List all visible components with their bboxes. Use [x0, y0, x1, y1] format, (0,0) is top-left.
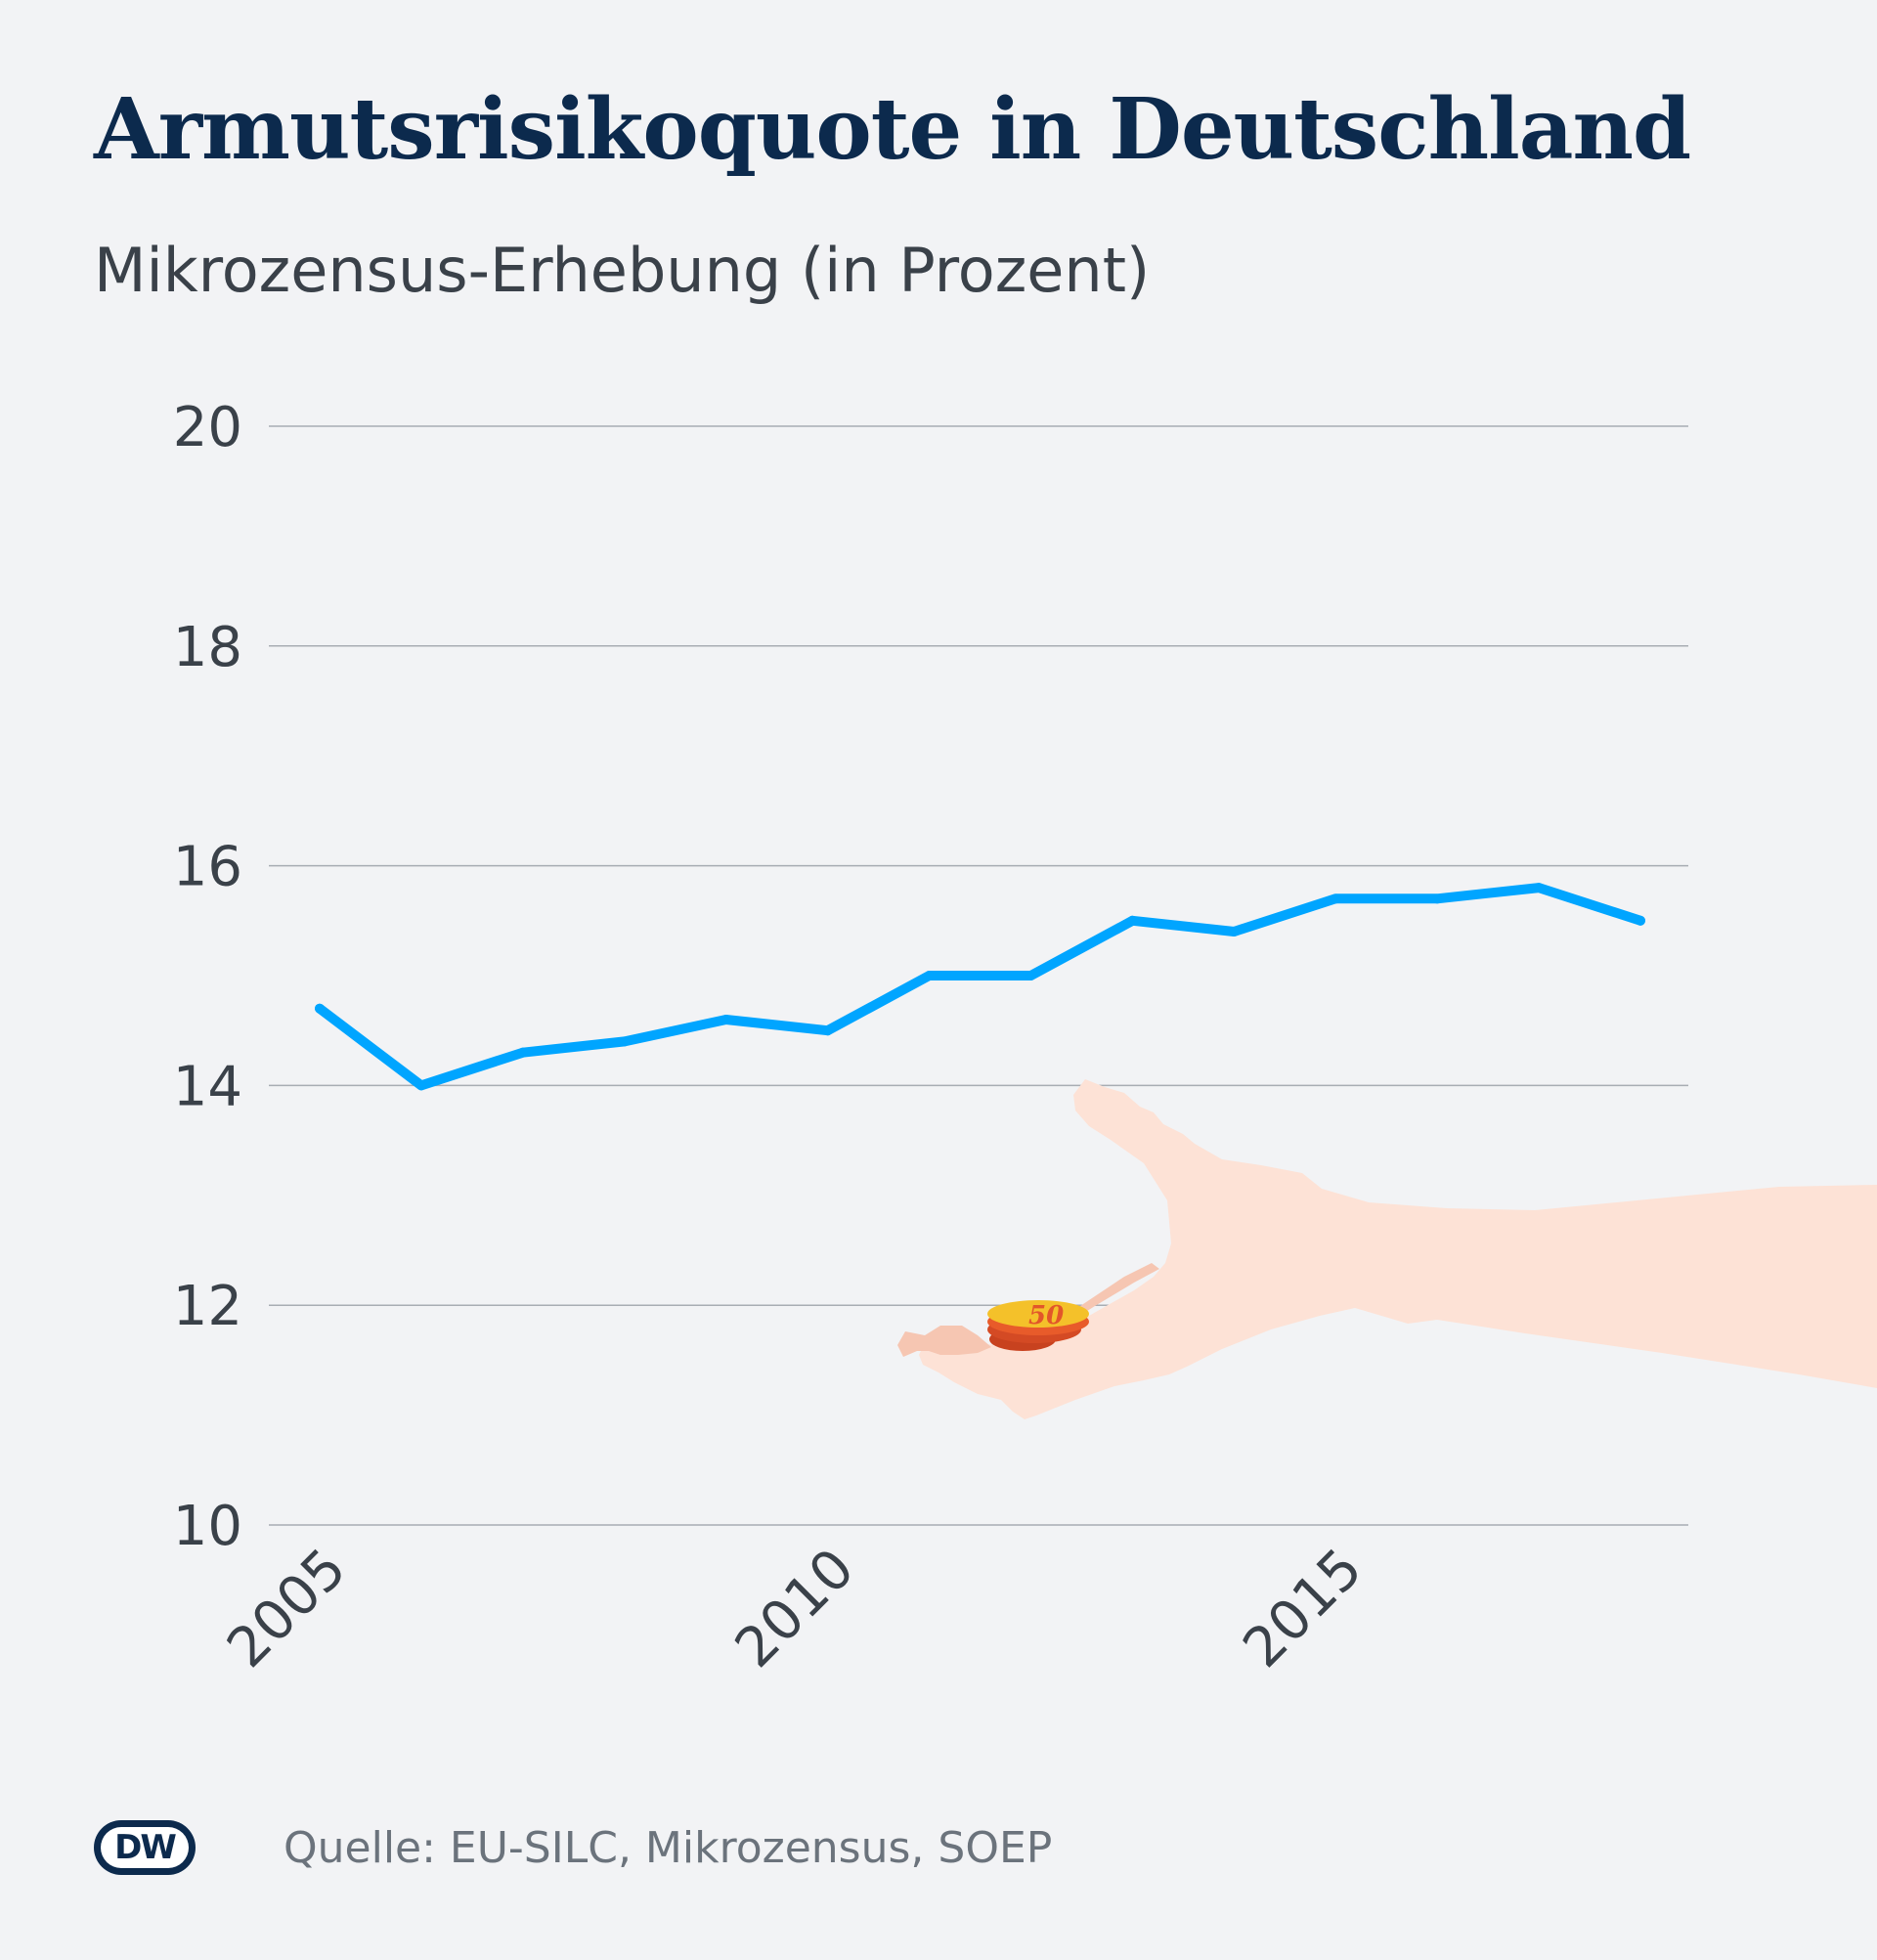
y-tick-label: 10 [173, 1495, 242, 1558]
grid-lines [269, 425, 1688, 1526]
data-point-2012 [1026, 971, 1036, 980]
footer: DW [94, 1818, 196, 1877]
data-point-2006 [415, 1080, 426, 1091]
data-point-2015 [1331, 893, 1341, 904]
data-point-2016 [1432, 893, 1443, 904]
data-point-2018 [1636, 915, 1645, 926]
hand-shape [919, 1079, 1877, 1419]
thumb-shadow [1066, 1263, 1159, 1320]
data-point-2008 [619, 1036, 630, 1047]
finger-shadow [897, 1326, 991, 1357]
dw-logo: DW [94, 1820, 196, 1875]
data-point-2009 [720, 1014, 731, 1024]
data-point-2013 [1127, 915, 1138, 926]
data-points [315, 883, 1645, 1091]
data-point-2011 [924, 971, 935, 980]
series-line [315, 883, 1645, 1091]
y-tick-label: 12 [173, 1275, 242, 1338]
data-point-2010 [822, 1025, 833, 1036]
x-tick-label: 2015 [1231, 1537, 1375, 1680]
coin-label: 50 [1028, 1301, 1064, 1330]
chart-subtitle: Mikrozensus-Erhebung (in Prozent) [94, 235, 1151, 306]
data-point-2007 [517, 1047, 528, 1058]
dw-logo-text: DW [114, 1828, 177, 1867]
data-point-2014 [1229, 927, 1240, 937]
y-axis-ticks: 10 12 14 16 18 20 [173, 396, 242, 1558]
y-tick-label: 14 [173, 1055, 242, 1118]
coin-stack: 50 [987, 1300, 1089, 1351]
chart-title: Armutsrisikoquote in Deutschland [94, 80, 1691, 179]
coin-top [987, 1300, 1089, 1328]
data-point-2005 [315, 1003, 325, 1014]
x-axis-ticks: 2005 2010 2015 [215, 1537, 1375, 1680]
x-tick-label: 2010 [723, 1537, 867, 1680]
data-point-2017 [1534, 883, 1545, 893]
hand-with-coins-icon: 50 [897, 1079, 1877, 1419]
source-note: Quelle: EU-SILC, Mikrozensus, SOEP [284, 1823, 1053, 1873]
y-tick-label: 16 [173, 836, 242, 899]
y-tick-label: 20 [173, 396, 242, 459]
y-tick-label: 18 [173, 616, 242, 679]
